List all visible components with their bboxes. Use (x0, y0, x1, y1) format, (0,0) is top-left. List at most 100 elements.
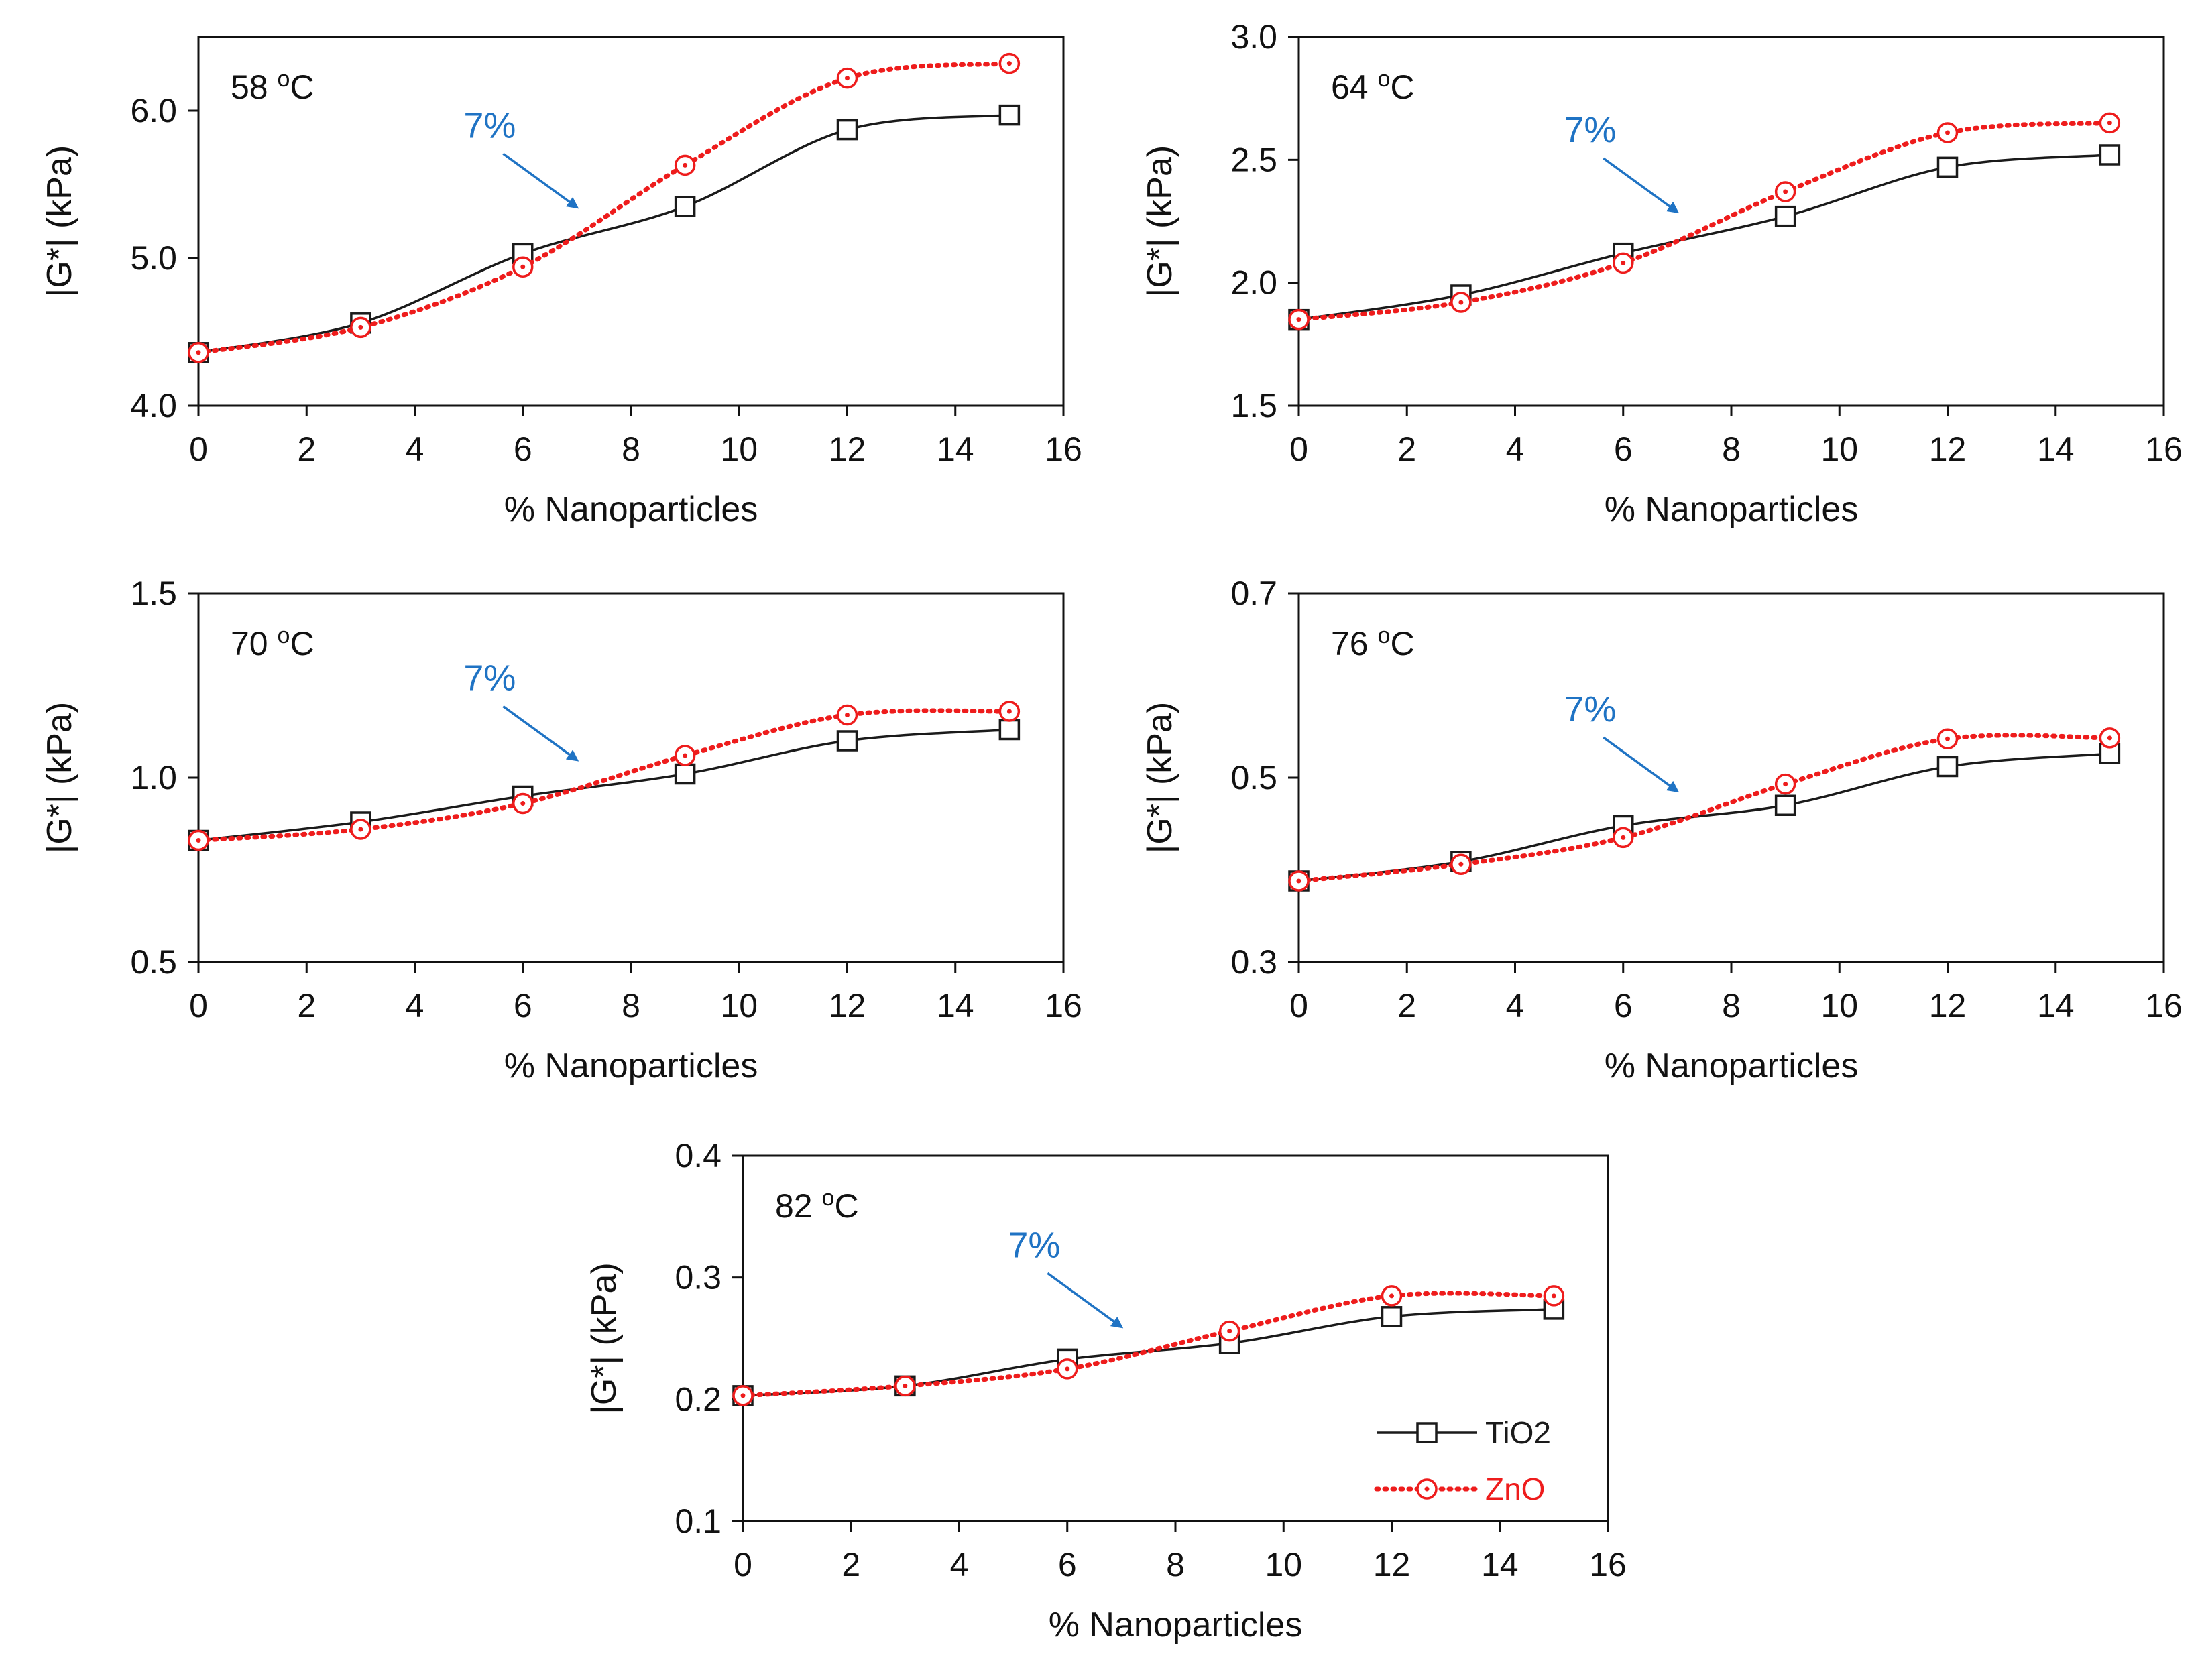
chart-panel-2: 0 2 4 6 8 10 12 14 16 1.5 2.0 2.5 3.0 % Nanoparticles… (1141, 18, 2183, 529)
temperature-degree: o (822, 1185, 835, 1211)
annotation-label: 7% (463, 658, 516, 699)
data-point-tio2 (674, 763, 696, 785)
x-tick-label: 4 (1506, 430, 1525, 468)
x-tick-label: 6 (1614, 987, 1633, 1024)
chart-panel-5: 0 2 4 6 8 10 12 14 16 0.1 0.2 0.3 0.4 % Nanoparticles… (585, 1137, 1627, 1644)
data-point-tio2 (998, 104, 1021, 126)
series-line-zno (196, 61, 1012, 355)
temperature-degree: o (1378, 66, 1391, 92)
data-point-zno-dot (2107, 735, 2112, 741)
temperature-value: 76 (1331, 625, 1378, 662)
temperature-unit: C (1390, 625, 1414, 662)
x-tick-label: 16 (2145, 430, 2183, 468)
y-tick-label: 3.0 (1230, 18, 1277, 56)
data-point-tio2 (674, 196, 696, 217)
x-tick-label: 12 (829, 987, 866, 1024)
y-tick-label: 4.0 (130, 387, 177, 424)
x-tick-label: 0 (189, 987, 208, 1024)
x-axis-title: % Nanoparticles (1605, 1046, 1859, 1085)
y-tick-label: 0.1 (675, 1502, 721, 1540)
data-point-zno-dot (1296, 878, 1301, 884)
y-tick-label: 6.0 (130, 92, 177, 129)
temperature-unit: C (834, 1187, 858, 1225)
y-tick-label: 5.0 (130, 239, 177, 277)
x-axis-title: % Nanoparticles (504, 490, 758, 529)
x-tick-label: 12 (1929, 430, 1967, 468)
data-point-zno-dot (1945, 736, 1950, 741)
data-point-zno-dot (1783, 782, 1788, 787)
x-tick-label: 0 (734, 1546, 752, 1583)
data-point-tio2 (836, 119, 858, 141)
data-point-zno-dot (1621, 260, 1626, 265)
temperature-label: 64 oC (1331, 66, 1415, 106)
y-tick-label: 0.5 (130, 943, 177, 981)
x-tick-label: 0 (1289, 430, 1308, 468)
x-tick-label: 16 (1589, 1546, 1627, 1583)
temperature-label: 82 oC (775, 1185, 859, 1225)
data-point-zno-dot (1006, 709, 1012, 714)
x-tick-label: 16 (1045, 430, 1082, 468)
temperature-degree: o (278, 623, 290, 648)
y-tick-label: 0.2 (675, 1380, 721, 1418)
temperature-unit: C (290, 625, 314, 662)
x-tick-label: 12 (1929, 987, 1967, 1024)
legend: TiO2 ZnO (1374, 1415, 1551, 1506)
x-tick-label: 6 (514, 987, 532, 1024)
data-point-zno-dot (520, 264, 526, 269)
x-tick-label: 14 (937, 430, 974, 468)
temperature-degree: o (278, 66, 290, 92)
x-tick-label: 2 (1397, 987, 1416, 1024)
data-point-zno-dot (2107, 120, 2112, 125)
y-axis-title: |G*| (kPa) (40, 702, 79, 853)
data-point-zno-dot (683, 753, 688, 758)
y-tick-label: 1.5 (130, 575, 177, 612)
x-tick-label: 10 (1265, 1546, 1302, 1583)
data-point-zno-dot (1389, 1293, 1394, 1299)
data-point-zno-dot (196, 350, 201, 355)
temperature-value: 70 (231, 625, 278, 662)
data-point-tio2 (2099, 144, 2121, 166)
data-point-zno-dot (358, 827, 363, 832)
x-tick-label: 4 (406, 430, 424, 468)
data-point-zno-dot (196, 838, 201, 843)
legend-label-zno: ZnO (1485, 1472, 1545, 1506)
chart-panel-1: 0 2 4 6 8 10 12 14 16 4.0 5.0 6.0 % Nanoparticles |G*… (40, 36, 1082, 529)
temperature-unit: C (290, 68, 314, 106)
temperature-degree: o (1378, 623, 1391, 648)
x-tick-label: 12 (1373, 1546, 1411, 1583)
chart-panel-4: 0 2 4 6 8 10 12 14 16 0.3 0.5 0.7 % Nanoparticles |G*… (1141, 575, 2183, 1085)
x-tick-label: 16 (2145, 987, 2183, 1024)
plot-frame (742, 1154, 1609, 1522)
x-tick-label: 12 (829, 430, 866, 468)
y-axis-title: |G*| (kPa) (1141, 145, 1179, 297)
x-tick-label: 8 (622, 987, 640, 1024)
x-tick-label: 6 (514, 430, 532, 468)
temperature-label: 70 oC (231, 623, 314, 662)
plot-frame (1297, 592, 2165, 963)
data-point-tio2 (1774, 794, 1796, 816)
x-tick-label: 14 (1481, 1546, 1519, 1583)
legend-label-tio2: TiO2 (1485, 1415, 1551, 1450)
series-line-tio2 (197, 113, 1011, 354)
x-tick-label: 14 (2037, 430, 2075, 468)
data-point-zno-dot (1006, 61, 1012, 66)
x-tick-label: 6 (1614, 430, 1633, 468)
y-tick-label: 0.7 (1230, 575, 1277, 612)
data-point-zno-dot (1065, 1366, 1070, 1372)
x-axis-title: % Nanoparticles (504, 1046, 758, 1085)
annotation-label: 7% (463, 105, 516, 145)
temperature-value: 82 (775, 1187, 822, 1225)
series-line-zno (1296, 733, 2112, 884)
series-line-zno (1296, 120, 2112, 322)
plot-frame (197, 592, 1065, 963)
y-tick-label: 1.0 (130, 759, 177, 796)
legend-marker-zno-dot (1424, 1486, 1430, 1492)
x-tick-label: 4 (406, 987, 424, 1024)
x-tick-label: 4 (1506, 987, 1525, 1024)
temperature-label: 58 oC (231, 66, 314, 106)
y-tick-label: 2.5 (1230, 141, 1277, 178)
data-point-zno-dot (520, 801, 526, 806)
x-tick-label: 2 (1397, 430, 1416, 468)
data-point-zno-dot (1227, 1329, 1232, 1334)
